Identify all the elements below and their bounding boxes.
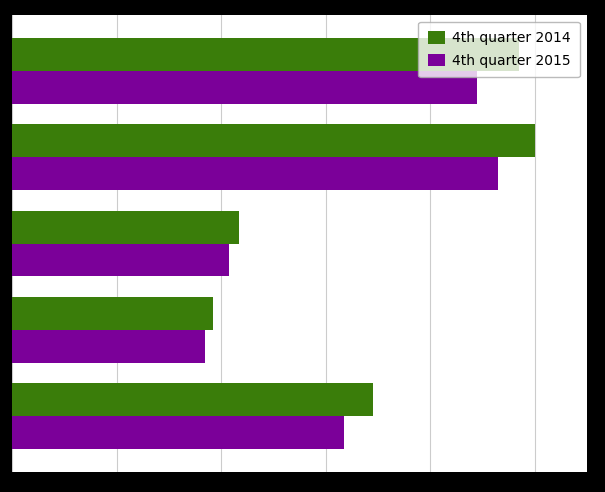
Bar xyxy=(12,38,519,71)
Bar xyxy=(12,297,213,330)
Bar xyxy=(12,383,373,416)
Bar xyxy=(12,157,498,190)
Bar xyxy=(12,330,206,363)
Bar xyxy=(12,211,240,244)
Bar xyxy=(12,244,229,277)
Bar xyxy=(12,71,477,104)
Bar xyxy=(12,416,344,449)
Legend: 4th quarter 2014, 4th quarter 2015: 4th quarter 2014, 4th quarter 2015 xyxy=(418,22,580,77)
Bar xyxy=(12,124,535,157)
